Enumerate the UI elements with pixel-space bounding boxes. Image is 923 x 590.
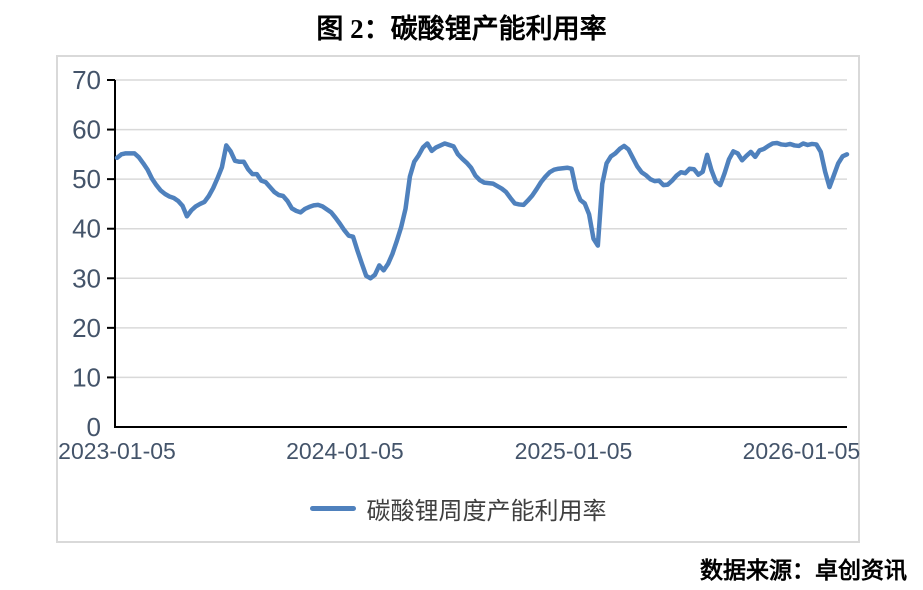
svg-text:2023-01-05: 2023-01-05: [58, 438, 176, 464]
legend-line-swatch: [309, 505, 356, 511]
source-note: 数据来源：卓创资讯: [700, 558, 907, 583]
svg-text:2026-01-05: 2026-01-05: [743, 438, 860, 464]
svg-text:2024-01-05: 2024-01-05: [286, 438, 404, 464]
page-title: 图 2：碳酸锂产能利用率: [316, 14, 607, 44]
svg-text:50: 50: [72, 164, 101, 194]
svg-text:30: 30: [72, 263, 101, 293]
svg-text:0: 0: [87, 412, 101, 442]
legend-label: 碳酸锂周度产能利用率: [366, 497, 607, 525]
svg-text:2025-01-05: 2025-01-05: [515, 438, 633, 464]
chart-legend: 碳酸锂周度产能利用率: [56, 491, 860, 525]
svg-text:70: 70: [72, 65, 101, 95]
capacity-utilization-chart: 0 10 20 30 40 50 60 70 2023-01-05 2024-01-05 2025-…: [56, 55, 860, 543]
svg-text:60: 60: [72, 115, 101, 145]
chart-frame: 0 10 20 30 40 50 60 70 2023-01-05 2024-01-05 2025-…: [56, 55, 860, 543]
svg-text:40: 40: [72, 214, 101, 244]
svg-text:20: 20: [72, 313, 101, 343]
svg-text:10: 10: [72, 362, 101, 392]
